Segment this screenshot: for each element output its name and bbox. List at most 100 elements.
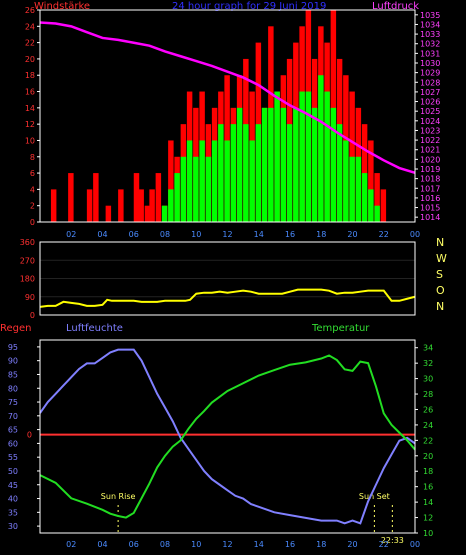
pressure-axis-title: Luftdruck xyxy=(372,1,419,12)
avg-bar xyxy=(343,140,349,222)
avg-bar xyxy=(224,140,230,222)
avg-bar xyxy=(349,156,355,222)
gust-bar xyxy=(368,140,374,222)
wind-tick-label: 14 xyxy=(25,104,35,113)
wind-tick-label: 10 xyxy=(25,136,35,145)
sunset-label: Sun Set xyxy=(359,492,390,501)
gust-bar xyxy=(374,173,380,222)
temperature-tick-label: 34 xyxy=(423,344,433,353)
temperature-tick-label: 16 xyxy=(423,483,433,492)
temperature-line xyxy=(39,354,416,519)
pressure-tick-label: 1029 xyxy=(420,69,440,78)
temperature-tick-label: 20 xyxy=(423,452,433,461)
avg-bar xyxy=(268,107,274,222)
pressure-tick-label: 1027 xyxy=(420,88,440,97)
avg-bar xyxy=(336,124,343,222)
humidity-tick-label: 45 xyxy=(8,481,18,490)
graph-title: 24 hour graph for 29 Juni 2019 xyxy=(172,1,326,12)
avg-bar xyxy=(255,124,262,222)
x-tick-label: 16 xyxy=(285,230,295,239)
sun-markers: Sun Rise Sun Set 22:33 xyxy=(101,492,404,545)
avg-bar xyxy=(180,156,187,222)
pressure-tick-label: 1022 xyxy=(420,136,440,145)
x-tick-label: 22 xyxy=(379,540,389,549)
x-tick-label: 06 xyxy=(129,540,139,549)
avg-bar xyxy=(355,156,362,222)
temperature-tick-label: 28 xyxy=(423,390,433,399)
x-tick-label: 00 xyxy=(410,230,420,239)
direction-axis-ticks: 0 90 180 270 360 xyxy=(20,238,35,320)
avg-bar xyxy=(174,173,180,222)
avg-bar xyxy=(293,107,299,222)
temperature-tick-label: 32 xyxy=(423,359,433,368)
x-tick-label: 10 xyxy=(191,230,201,239)
humidity-title: Luftfeuchte xyxy=(66,323,123,334)
avg-bar xyxy=(299,91,305,223)
x-tick-label: 04 xyxy=(97,230,107,239)
x-tick-label: 00 xyxy=(410,540,420,549)
rain-title: Regen xyxy=(0,323,32,334)
compass-label: O xyxy=(436,284,445,297)
avg-bar xyxy=(361,173,368,222)
wind-tick-label: 20 xyxy=(25,55,35,64)
humidity-tick-label: 60 xyxy=(8,439,18,448)
gust-bar xyxy=(138,189,144,222)
x-tick-label: 08 xyxy=(160,230,170,239)
avg-bar xyxy=(211,140,218,222)
humidity-tick-label: 85 xyxy=(8,370,18,379)
gust-bar xyxy=(133,173,140,222)
avg-bar xyxy=(324,91,330,223)
temperature-tick-label: 22 xyxy=(423,436,433,445)
temperature-tick-label: 18 xyxy=(423,467,433,476)
avg-bar xyxy=(218,124,224,222)
pressure-tick-label: 1018 xyxy=(420,175,440,184)
humidity-x-axis-ticks: 02 04 06 08 10 12 14 16 18 20 22 00 xyxy=(66,540,420,549)
gust-bar xyxy=(155,173,162,222)
avg-bar xyxy=(286,124,293,222)
humidity-tick-label: 95 xyxy=(8,343,18,352)
wind-tick-label: 16 xyxy=(25,88,35,97)
wind-x-axis-ticks: 02 04 06 08 10 12 14 16 18 20 22 00 xyxy=(66,230,420,239)
gust-bar xyxy=(118,189,124,222)
gust-bar xyxy=(168,140,174,222)
rain-value-label: 0 xyxy=(27,431,32,440)
compass-label: N xyxy=(436,300,444,313)
x-tick-label: 06 xyxy=(129,230,139,239)
temperature-tick-label: 14 xyxy=(423,498,433,507)
pressure-tick-label: 1030 xyxy=(420,59,440,68)
x-tick-label: 20 xyxy=(347,540,357,549)
humidity-line xyxy=(39,348,416,525)
direction-tick-label: 0 xyxy=(30,311,35,320)
avg-bar xyxy=(236,107,243,222)
wind-tick-label: 22 xyxy=(25,39,35,48)
temperature-tick-label: 30 xyxy=(423,375,433,384)
compass-label: S xyxy=(436,268,443,281)
pressure-axis-ticks: 1014101510161017101810191020102110221023… xyxy=(415,11,440,222)
pressure-tick-label: 1023 xyxy=(420,126,440,135)
temperature-tick-label: 10 xyxy=(423,529,433,538)
avg-bar xyxy=(230,124,237,222)
avg-bar xyxy=(161,205,168,222)
pressure-tick-label: 1019 xyxy=(420,165,440,174)
pressure-tick-label: 1017 xyxy=(420,184,440,193)
humidity-tick-label: 70 xyxy=(8,412,18,421)
avg-bar xyxy=(280,107,287,222)
x-tick-label: 02 xyxy=(66,540,76,549)
temperature-tick-label: 26 xyxy=(423,405,433,414)
time-marker-label: 22:33 xyxy=(381,536,404,545)
x-tick-label: 02 xyxy=(66,230,76,239)
gust-bar xyxy=(68,173,74,222)
compass-label: W xyxy=(436,252,447,265)
humidity-tick-label: 75 xyxy=(8,398,18,407)
pressure-tick-label: 1014 xyxy=(420,213,440,222)
pressure-tick-label: 1035 xyxy=(420,11,440,20)
avg-bar xyxy=(305,91,312,223)
avg-bar xyxy=(199,140,205,222)
x-tick-label: 12 xyxy=(222,540,232,549)
